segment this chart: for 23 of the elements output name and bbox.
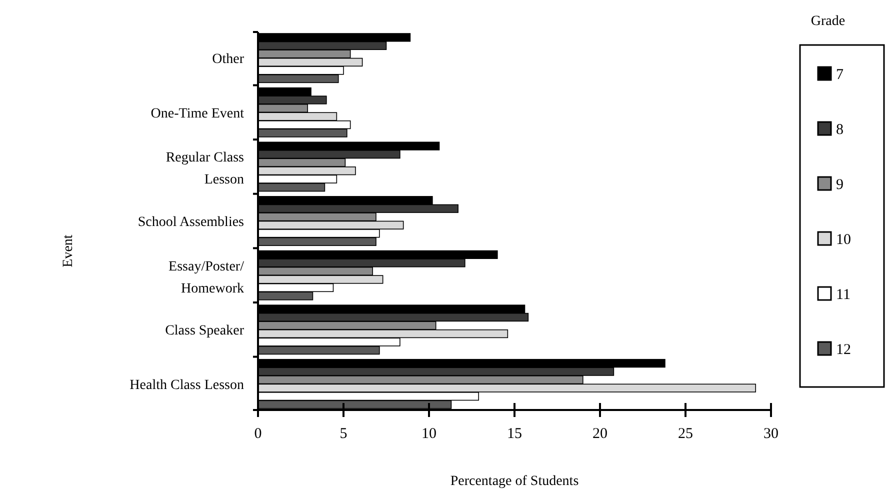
x-axis-title: Percentage of Students [450,474,579,489]
y-tick-label: Health Class Lesson [130,378,244,393]
x-tick-label: 20 [592,426,608,442]
legend-title: Grade [810,14,846,29]
x-tick-label: 15 [507,426,522,442]
legend-label: 12 [836,342,851,358]
x-tick-label: 25 [678,426,693,442]
y-tick-label: One-Time Event [150,106,244,122]
y-tick-label: Class Speaker [165,324,244,339]
y-tick-label: Other [212,52,244,68]
y-tick-label: Essay/Poster/Homework [168,259,244,296]
legend-label: 11 [836,287,850,303]
x-tick-label: 0 [254,426,262,442]
legend-label: 8 [836,122,844,138]
y-axis-title: Event [61,234,76,268]
legend-label: 9 [836,177,844,193]
x-tick-label: 30 [764,426,778,442]
x-tick-label: 10 [422,426,436,442]
legend-label: 7 [836,67,844,83]
legend-label: 10 [836,232,851,248]
x-tick-label: 5 [340,426,348,442]
y-tick-label: School Assemblies [138,215,244,230]
y-tick-label: Regular Class Lesson [166,150,244,188]
